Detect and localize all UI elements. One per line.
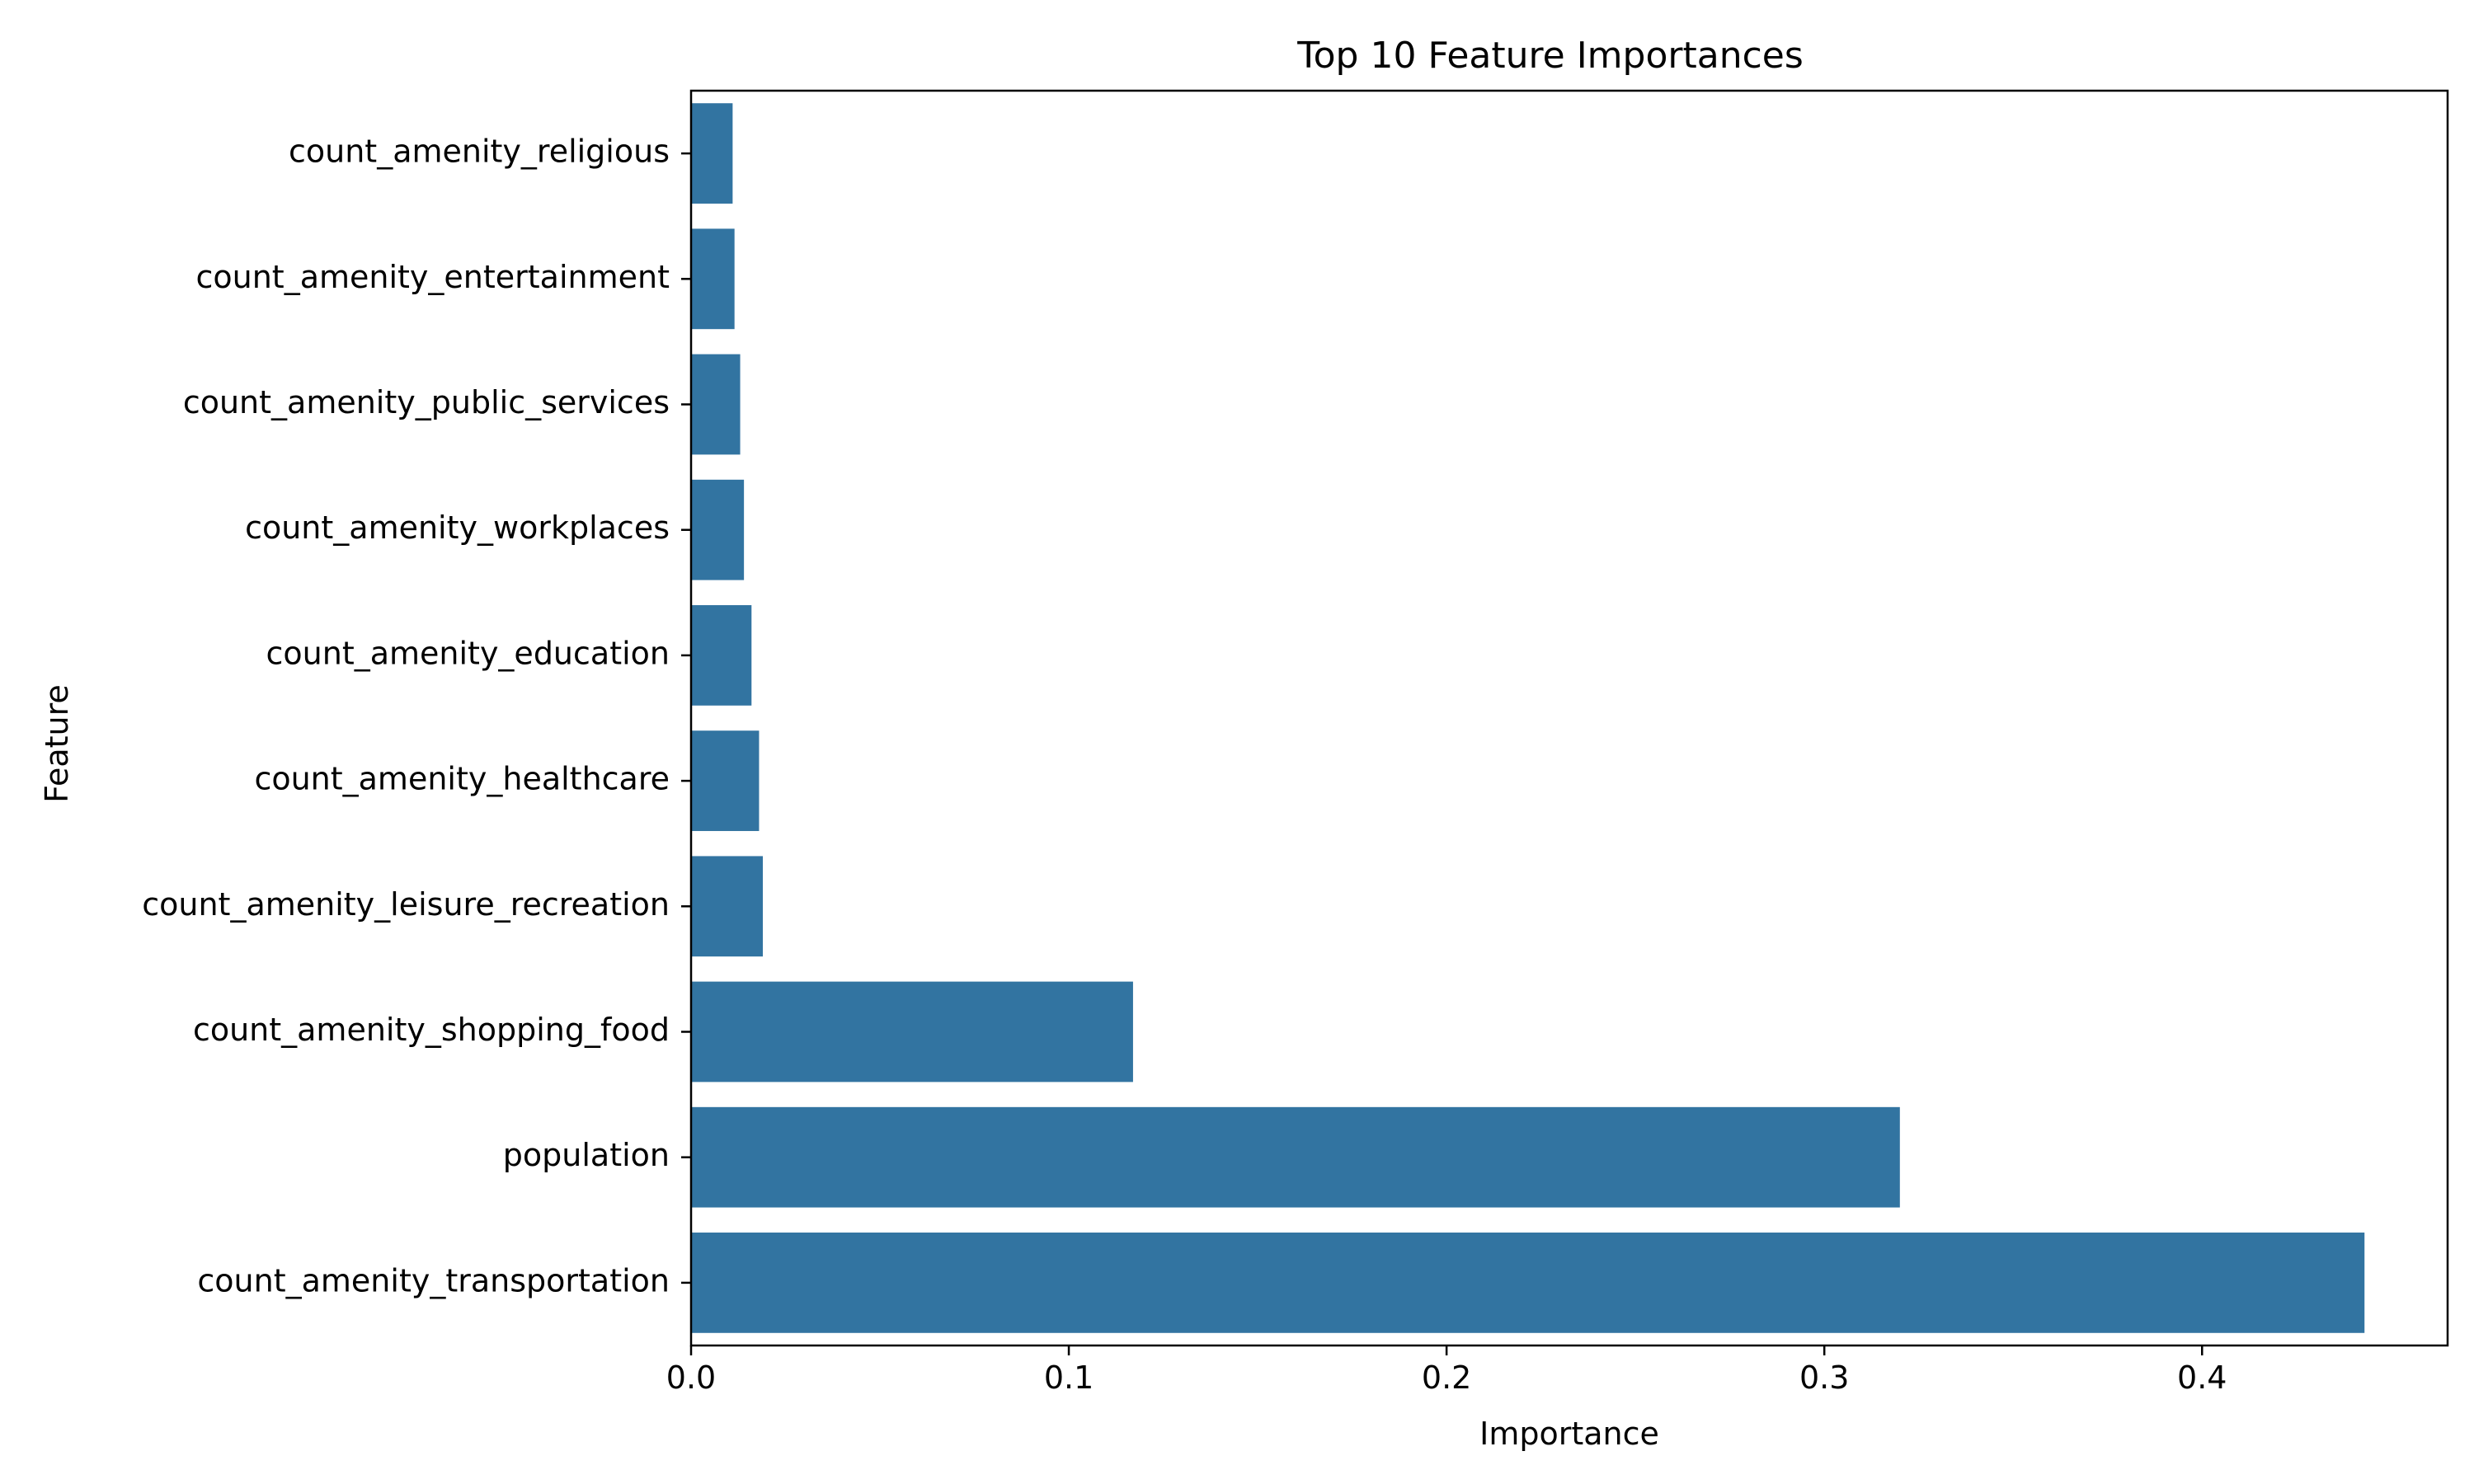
bar <box>691 354 741 455</box>
x-tick-label: 0.0 <box>666 1360 716 1396</box>
y-axis-label: Feature <box>39 684 75 803</box>
bar <box>691 730 760 831</box>
bars-group <box>691 103 2365 1333</box>
bar <box>691 605 752 706</box>
x-tick-label: 0.1 <box>1044 1360 1094 1396</box>
plot-area-frame <box>689 89 2449 1347</box>
chart-title: Top 10 Feature Importances <box>1296 35 1804 77</box>
bar <box>691 1106 1900 1208</box>
bar <box>691 479 745 580</box>
bar <box>691 981 1133 1082</box>
y-tick-label: count_amenity_education <box>266 635 670 671</box>
bar <box>691 1233 2365 1333</box>
x-tick-label: 0.4 <box>2177 1360 2227 1396</box>
y-tick-label: count_amenity_religious <box>289 134 670 170</box>
y-tick-label: count_amenity_leisure_recreation <box>142 886 670 923</box>
bar <box>691 228 735 330</box>
bar <box>691 856 764 957</box>
y-tick-label: count_amenity_public_services <box>183 384 670 420</box>
y-axis-ticks: count_amenity_religious count_amenity_ent… <box>142 134 691 1298</box>
y-tick-label: count_amenity_entertainment <box>196 259 670 295</box>
y-tick-label: population <box>503 1137 670 1173</box>
x-axis-label: Importance <box>1479 1416 1659 1452</box>
y-tick-label: count_amenity_healthcare <box>254 761 670 797</box>
x-axis-ticks: 0.0 0.1 0.2 0.3 0.4 <box>666 1345 2227 1396</box>
y-tick-label: count_amenity_transportation <box>197 1262 670 1298</box>
y-tick-label: count_amenity_shopping_food <box>193 1012 670 1048</box>
x-tick-label: 0.2 <box>1422 1360 1471 1396</box>
bar <box>691 103 733 204</box>
x-tick-label: 0.3 <box>1799 1360 1849 1396</box>
y-tick-label: count_amenity_workplaces <box>245 510 670 546</box>
